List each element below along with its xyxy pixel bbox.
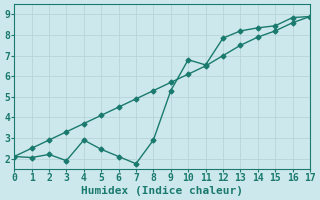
X-axis label: Humidex (Indice chaleur): Humidex (Indice chaleur) [81, 186, 243, 196]
